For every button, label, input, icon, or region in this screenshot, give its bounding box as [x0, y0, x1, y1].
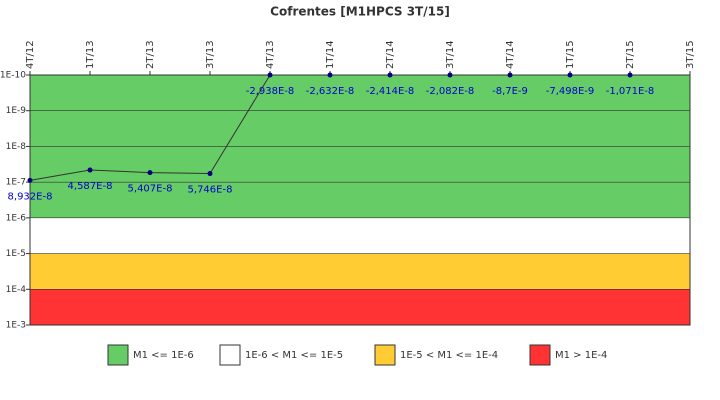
point: [567, 72, 573, 78]
y-tick-label: 1E-3: [6, 321, 26, 331]
point: [327, 72, 333, 78]
x-tick-label: 1T/15: [565, 40, 576, 69]
value-label: -2,632E-8: [306, 86, 355, 97]
y-tick-label: 1E-6: [6, 213, 27, 223]
band: [30, 217, 690, 254]
x-tick-label: 4T/14: [505, 40, 516, 69]
y-tick-label: 1E-5: [6, 249, 26, 259]
legend-swatch: [529, 344, 551, 366]
point: [627, 72, 633, 78]
chart-title: Cofrentes [M1HPCS 3T/15]: [270, 5, 450, 19]
point: [207, 171, 213, 177]
value-label: -1,071E-8: [606, 86, 655, 97]
x-tick-label: 4T/12: [25, 40, 36, 69]
x-tick-label: 3T/15: [685, 40, 696, 69]
x-tick-label: 2T/15: [625, 40, 636, 69]
value-label: -2,414E-8: [366, 86, 415, 97]
point: [267, 72, 273, 78]
x-tick-label: 2T/14: [385, 40, 396, 69]
value-label: 5,407E-8: [128, 184, 173, 195]
legend-swatch: [374, 344, 396, 366]
y-tick-label: 1E-8: [6, 142, 27, 152]
value-label: -2,082E-8: [426, 86, 475, 97]
legend-swatch: [219, 344, 241, 366]
point: [387, 72, 393, 78]
y-tick-label: 1E-10: [0, 71, 26, 81]
legend-swatch: [107, 344, 129, 366]
value-label: -2,938E-8: [246, 86, 295, 97]
band: [30, 253, 690, 290]
legend-label: 1E-5 < M1 <= 1E-4: [400, 350, 498, 361]
y-tick-label: 1E-9: [6, 106, 27, 116]
legend-label: M1 <= 1E-6: [133, 350, 194, 361]
value-label: -7,498E-9: [546, 86, 595, 97]
legend-label: M1 > 1E-4: [555, 350, 607, 361]
point: [27, 177, 33, 183]
x-tick-label: 4T/13: [265, 40, 276, 69]
legend-label: 1E-6 < M1 <= 1E-5: [245, 350, 343, 361]
value-label: 4,587E-8: [68, 181, 113, 192]
value-label: -8,7E-9: [492, 86, 528, 97]
y-tick-label: 1E-4: [6, 285, 27, 295]
band: [30, 289, 690, 325]
point: [147, 170, 153, 176]
x-tick-label: 3T/14: [445, 40, 456, 69]
x-tick-label: 1T/14: [325, 40, 336, 69]
x-tick-label: 3T/13: [205, 40, 216, 69]
value-label: 5,746E-8: [188, 185, 233, 196]
y-tick-label: 1E-7: [6, 178, 26, 188]
value-label: 8,932E-8: [8, 191, 53, 202]
point: [507, 72, 513, 78]
point: [87, 167, 93, 173]
point: [447, 72, 453, 78]
x-tick-label: 2T/13: [145, 40, 156, 69]
x-tick-label: 1T/13: [85, 40, 96, 69]
